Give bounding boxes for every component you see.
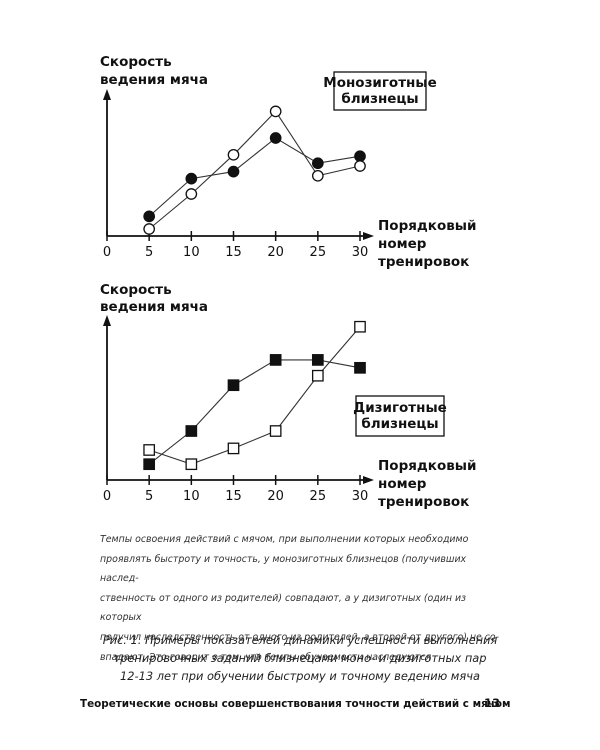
data-point-open: [143, 444, 156, 456]
x-axis: [107, 476, 374, 484]
y-axis-label-line-1: Скорость: [100, 282, 172, 298]
data-point-open: [354, 320, 366, 333]
y-axis: [103, 315, 111, 480]
chart-description: Темпы освоения действий с мячом, при вып…: [100, 530, 505, 667]
x-tick-label: 20: [267, 245, 284, 260]
data-point-open: [227, 148, 240, 161]
x-axis-label-line-1: Порядковый: [378, 218, 476, 234]
y-axis-label-line-2: ведения мяча: [100, 72, 208, 88]
data-point-open: [143, 223, 156, 235]
x-axis-tick-labels: 0 5 10 15 20 25 30: [103, 245, 368, 260]
data-point-filled: [311, 157, 324, 170]
x-tick-label: 25: [310, 489, 327, 504]
data-point-filled: [185, 172, 198, 185]
figure-caption-line: тренировочных заданий близнецами моно- и…: [113, 651, 487, 665]
data-point-open: [354, 160, 366, 172]
series-line-open: [148, 110, 361, 230]
description-line: проявлять быстроту и точность, у монозиг…: [100, 553, 467, 585]
x-axis-label-line-3: тренировок: [378, 494, 469, 510]
data-point-open: [311, 169, 324, 182]
chart-monozygotic: Скорость ведения мяча 0 5 10 15 20 25 30 Поряд…: [100, 54, 476, 270]
data-point-filled: [185, 425, 198, 437]
data-point-open: [311, 369, 324, 382]
data-point-filled: [143, 210, 156, 223]
x-tick-label: 20: [267, 489, 284, 504]
x-axis-tick-labels: 0 5 10 15 20 25 30: [103, 489, 368, 504]
series-line-filled: [148, 359, 361, 465]
plot-area: [143, 320, 366, 471]
x-axis-label-line-2: номер: [378, 476, 427, 492]
data-point-filled: [227, 379, 240, 392]
x-tick-label: 10: [183, 489, 200, 504]
x-axis-label-line-1: Порядковый: [378, 458, 476, 474]
series-line-open: [148, 326, 361, 465]
legend: Дизиготные близнецы: [353, 395, 447, 437]
y-axis-label-line-2: ведения мяча: [100, 299, 208, 315]
legend-box: [355, 395, 445, 437]
y-axis: [103, 89, 111, 236]
figure-caption-line: 12-13 лет при обучении быстрому и точном…: [120, 669, 480, 683]
description-line: впадают. Это говорит о том, что темпы об…: [100, 651, 432, 663]
x-tick-label: 30: [352, 245, 369, 260]
x-axis-label-line-2: номер: [378, 236, 427, 252]
data-point-filled: [269, 354, 282, 366]
data-point-filled: [227, 165, 240, 178]
x-tick-label: 0: [103, 245, 111, 260]
series-line-filled: [148, 137, 361, 217]
legend-line-1: Монозиготные: [323, 75, 436, 91]
x-tick-label: 0: [103, 489, 111, 504]
description-line: ственность от одного из родителей) совпа…: [100, 592, 467, 624]
footer-title: Теоретические основы совершенствования т…: [80, 698, 511, 710]
x-tick-label: 10: [183, 245, 200, 260]
legend-box: [333, 71, 427, 111]
data-point-open: [185, 458, 198, 471]
data-point-open: [269, 425, 282, 437]
legend: Монозиготные близнецы: [323, 71, 437, 111]
data-point-open: [227, 442, 240, 455]
data-point-filled: [143, 458, 156, 471]
chart-dizygotic: Скорость ведения мяча 0 5 10 15 20 25 30 Поряд…: [100, 282, 476, 510]
x-tick-label: 25: [310, 245, 327, 260]
page-number: 13: [484, 696, 501, 710]
data-point-filled: [269, 132, 282, 144]
data-point-filled: [354, 361, 366, 374]
figure-caption: Рис. 1. Примеры показателей динамики усп…: [75, 631, 525, 685]
legend-line-2: близнецы: [341, 91, 418, 107]
description-line: получил наследственность от одного из ро…: [100, 631, 500, 643]
x-axis-ticks: [106, 475, 361, 485]
x-tick-label: 5: [145, 489, 153, 504]
plot-area: [143, 105, 366, 235]
y-axis-label-line-1: Скорость: [100, 54, 172, 70]
data-point-open: [269, 105, 282, 118]
figure-caption-line: Рис. 1. Примеры показателей динамики усп…: [102, 633, 498, 647]
x-tick-label: 15: [225, 489, 242, 504]
x-tick-label: 5: [145, 245, 153, 260]
legend-line-1: Дизиготные: [353, 400, 447, 416]
data-point-filled: [354, 150, 366, 163]
x-tick-label: 30: [352, 489, 369, 504]
x-axis-label-line-3: тренировок: [378, 254, 469, 270]
data-point-filled: [311, 354, 324, 366]
legend-line-2: близнецы: [361, 416, 438, 432]
data-point-open: [185, 188, 198, 200]
x-tick-label: 15: [225, 245, 242, 260]
description-line: Темпы освоения действий с мячом, при вып…: [100, 534, 469, 545]
x-axis: [107, 232, 374, 240]
